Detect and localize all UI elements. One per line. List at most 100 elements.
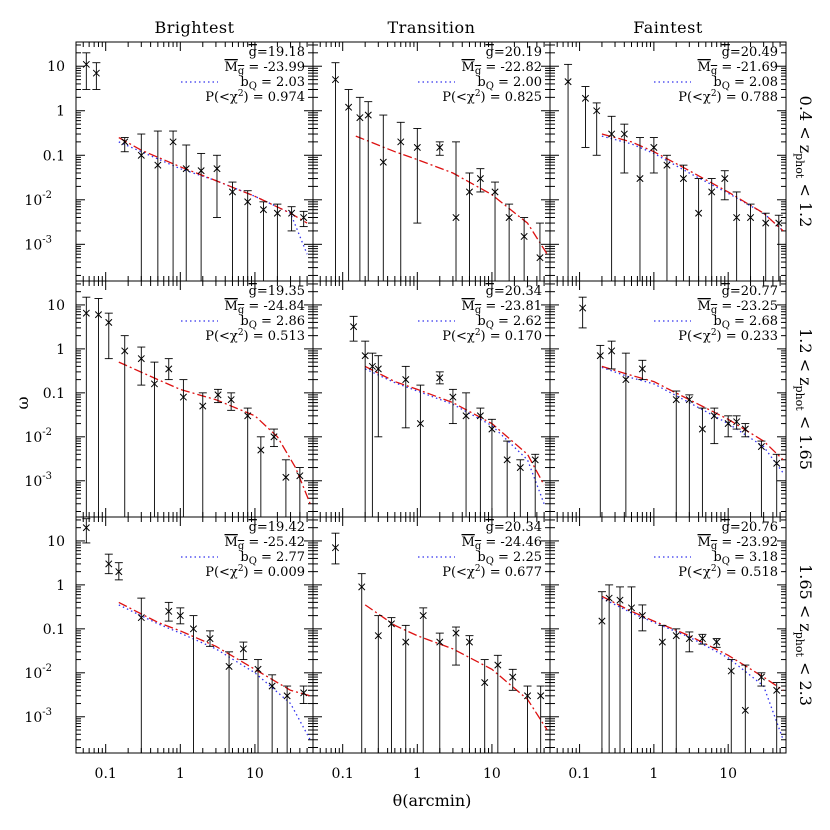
annotation-abs-mag: Mg = -23.92 bbox=[698, 535, 779, 552]
annotation-M-symbol: M bbox=[225, 299, 238, 314]
annotation-M-symbol: M bbox=[462, 535, 475, 550]
data-point bbox=[636, 174, 644, 183]
y-tick-exponent: -3 bbox=[42, 707, 52, 718]
annotation-p-symbol: P(<χ bbox=[442, 90, 475, 105]
data-point bbox=[620, 130, 628, 138]
annotation-g-value: =20.76 bbox=[730, 520, 778, 535]
data-point bbox=[361, 352, 369, 360]
data-point bbox=[536, 254, 544, 262]
data-point bbox=[121, 347, 129, 355]
annotation-mean-mag: g=20.19 bbox=[486, 45, 542, 60]
annotation-b-symbol: b bbox=[477, 550, 485, 565]
annotation-b-value: = 2.25 bbox=[494, 550, 542, 565]
row-label-main: 0.4 < z bbox=[796, 96, 815, 153]
data-point bbox=[733, 213, 741, 222]
data-point bbox=[345, 103, 353, 111]
data-point bbox=[658, 638, 666, 646]
annotation-abs-mag: Mg = -23.25 bbox=[698, 299, 779, 316]
data-point bbox=[244, 412, 252, 420]
y-tick-label: 1 bbox=[56, 342, 65, 358]
data-point bbox=[650, 143, 658, 151]
annotation-g-value: =20.34 bbox=[494, 520, 542, 535]
data-point bbox=[227, 396, 235, 404]
data-point bbox=[179, 393, 187, 401]
annotation-b-subscript: Q bbox=[249, 320, 257, 331]
annotation-b-value: = 2.77 bbox=[257, 550, 305, 565]
annotation-M-subscript: g bbox=[711, 66, 718, 77]
data-point bbox=[300, 213, 308, 222]
data-point bbox=[165, 365, 173, 373]
data-point bbox=[105, 318, 113, 326]
annotation-M-subscript: g bbox=[238, 541, 245, 552]
data-point bbox=[476, 174, 484, 183]
row-label-main: 1.65 < z bbox=[796, 564, 815, 632]
panel-data bbox=[331, 62, 548, 281]
annotation-M-subscript: g bbox=[238, 66, 245, 77]
annotation-abs-mag: Mg = -25.42 bbox=[225, 535, 306, 552]
annotation-b-value: = 2.62 bbox=[494, 314, 542, 329]
x-axis-title: θ(arcmin) bbox=[393, 791, 472, 810]
y-tick-exponent: -2 bbox=[42, 427, 52, 438]
data-point bbox=[695, 209, 703, 217]
data-point bbox=[259, 206, 267, 214]
annotation-p-exponent: 2 bbox=[711, 89, 717, 99]
data-point bbox=[331, 544, 340, 552]
annotation-bias: bQ = 2.86 bbox=[240, 314, 305, 331]
model-curve-fit bbox=[364, 365, 545, 486]
annotation-g-symbol: g bbox=[722, 45, 730, 60]
row-label-subscript: phot bbox=[793, 153, 806, 179]
annotation-g-value: =20.49 bbox=[730, 45, 778, 60]
data-point bbox=[436, 374, 444, 382]
data-point bbox=[402, 638, 410, 646]
data-point bbox=[762, 219, 770, 227]
data-point bbox=[416, 420, 424, 428]
data-point bbox=[225, 662, 233, 670]
annotation-M-symbol: M bbox=[225, 535, 238, 550]
data-point bbox=[257, 446, 265, 454]
data-point bbox=[206, 635, 214, 643]
panel-data bbox=[564, 63, 784, 281]
annotation-b-symbol: b bbox=[713, 75, 721, 90]
y-tick-label: 0.1 bbox=[43, 148, 65, 164]
data-point bbox=[350, 323, 358, 331]
row-label-subscript: phot bbox=[793, 386, 806, 412]
annotation-mean-mag: g=20.34 bbox=[486, 284, 542, 299]
data-point bbox=[436, 143, 444, 151]
y-tick-label: 10-2 bbox=[24, 427, 52, 446]
panel-grid bbox=[75, 41, 787, 754]
annotation-g-value: =19.35 bbox=[257, 284, 305, 299]
row-label: 1.65 < zphot < 2.3 bbox=[793, 564, 815, 706]
annotation-b-value: = 3.18 bbox=[730, 550, 778, 565]
data-point bbox=[105, 560, 113, 568]
data-point bbox=[608, 130, 616, 138]
annotation-p-value: ) = 0.233 bbox=[717, 329, 778, 344]
annotation-b-subscript: Q bbox=[486, 556, 494, 567]
annotation-g-symbol: g bbox=[722, 284, 730, 299]
x-tick-label: 1 bbox=[649, 766, 658, 782]
model-curve-bq bbox=[118, 141, 308, 255]
annotation-abs-mag: Mg = -22.82 bbox=[462, 60, 543, 77]
panel-data bbox=[349, 315, 545, 517]
annotation-b-subscript: Q bbox=[722, 320, 730, 331]
annotation-mean-mag: g=20.49 bbox=[722, 45, 778, 60]
model-curve-fit bbox=[601, 365, 784, 461]
data-point bbox=[82, 524, 90, 532]
data-point bbox=[757, 443, 765, 451]
annotation-bias: bQ = 2.62 bbox=[477, 314, 542, 331]
data-point bbox=[436, 638, 444, 646]
data-point bbox=[741, 706, 749, 714]
data-point bbox=[503, 456, 511, 464]
annotation-bias: bQ = 2.08 bbox=[713, 75, 778, 92]
annotation-mean-mag: g=20.76 bbox=[722, 520, 778, 535]
model-curve-fit bbox=[118, 137, 308, 224]
data-point bbox=[273, 209, 281, 217]
data-point bbox=[727, 667, 735, 675]
data-point bbox=[239, 645, 247, 653]
annotation-b-symbol: b bbox=[240, 550, 248, 565]
data-point bbox=[581, 94, 590, 102]
y-tick-label: 10 bbox=[47, 298, 65, 314]
annotation-g-value: =20.19 bbox=[494, 45, 542, 60]
data-point bbox=[137, 151, 145, 159]
annotation-p-symbol: P(<χ bbox=[442, 329, 475, 344]
panel-data bbox=[82, 52, 308, 281]
